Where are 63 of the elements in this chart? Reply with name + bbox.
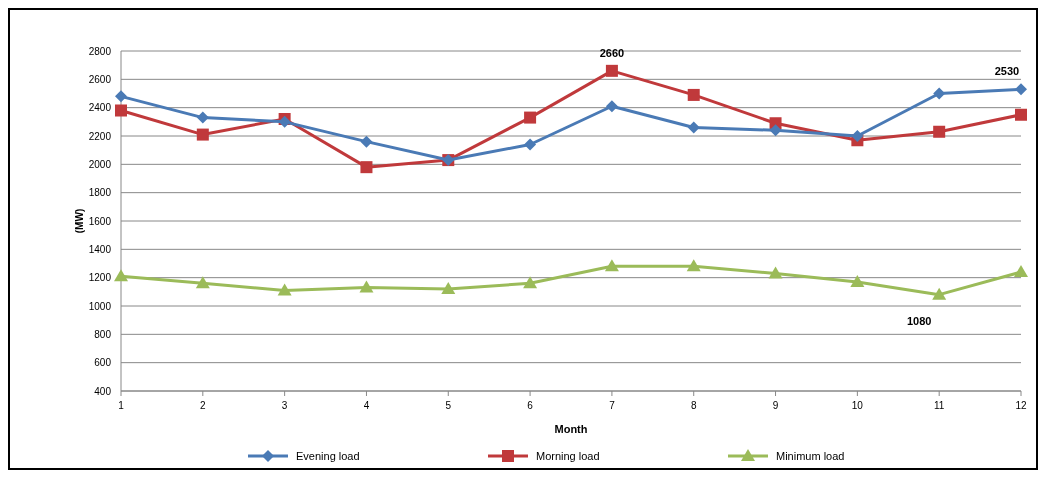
y-tick-label: 1200 <box>88 272 112 284</box>
x-tick-label: 7 <box>609 400 616 411</box>
y-tick-label: 400 <box>94 385 112 397</box>
point <box>605 100 618 113</box>
x-tick-label: 8 <box>690 400 697 411</box>
point <box>115 104 127 117</box>
point <box>359 280 374 293</box>
point <box>524 138 537 151</box>
x-tick-label: 10 <box>851 400 864 411</box>
y-tick-label: 1000 <box>88 300 112 312</box>
point <box>604 259 619 272</box>
y-tick-label: 2000 <box>88 158 112 170</box>
point <box>605 64 618 77</box>
point <box>360 135 373 148</box>
point <box>687 121 700 134</box>
x-axis-title: Month <box>554 423 588 435</box>
x-tick-label: 5 <box>445 400 452 411</box>
x-tick-label: 9 <box>772 400 779 411</box>
annotation: 2660 <box>599 46 625 59</box>
y-tick-label: 2200 <box>88 130 112 142</box>
point <box>850 274 865 287</box>
point <box>114 269 128 282</box>
x-tick-label: 11 <box>933 400 945 411</box>
point <box>933 87 946 100</box>
point <box>1014 265 1028 277</box>
point <box>524 111 537 124</box>
point <box>196 128 209 141</box>
legend-label: Minimum load <box>776 449 845 462</box>
point <box>686 259 701 272</box>
point <box>1015 108 1027 121</box>
x-tick-label: 12 <box>1015 400 1027 411</box>
y-tick-label: 2800 <box>88 45 112 57</box>
y-tick-label: 2400 <box>88 102 112 114</box>
y-tick-label: 1800 <box>88 187 112 199</box>
x-tick-label: 1 <box>118 400 125 411</box>
point <box>195 276 210 289</box>
x-tick-label: 2 <box>200 400 207 411</box>
annotation: 2530 <box>994 65 1020 78</box>
point <box>360 161 373 174</box>
y-tick-label: 1400 <box>88 243 112 255</box>
point <box>1015 83 1027 96</box>
point <box>768 266 783 279</box>
y-axis-title: (MW) <box>74 208 85 234</box>
point <box>115 90 127 103</box>
annotation: 1080 <box>906 314 932 327</box>
point <box>851 130 864 142</box>
y-tick-label: 800 <box>94 328 112 340</box>
point <box>196 111 209 124</box>
point <box>523 276 538 289</box>
point <box>687 88 700 101</box>
legend-label: Morning load <box>536 449 600 462</box>
point <box>769 124 782 137</box>
x-tick-label: 6 <box>527 400 534 411</box>
point <box>932 287 947 300</box>
point <box>441 282 456 294</box>
point <box>277 283 292 296</box>
y-tick-label: 600 <box>94 357 112 369</box>
x-tick-label: 4 <box>363 400 370 411</box>
x-tick-label: 3 <box>281 400 288 411</box>
y-tick-label: 1600 <box>88 215 112 227</box>
legend-label: Evening load <box>296 449 360 462</box>
point <box>933 125 946 138</box>
y-tick-label: 2600 <box>88 73 112 85</box>
